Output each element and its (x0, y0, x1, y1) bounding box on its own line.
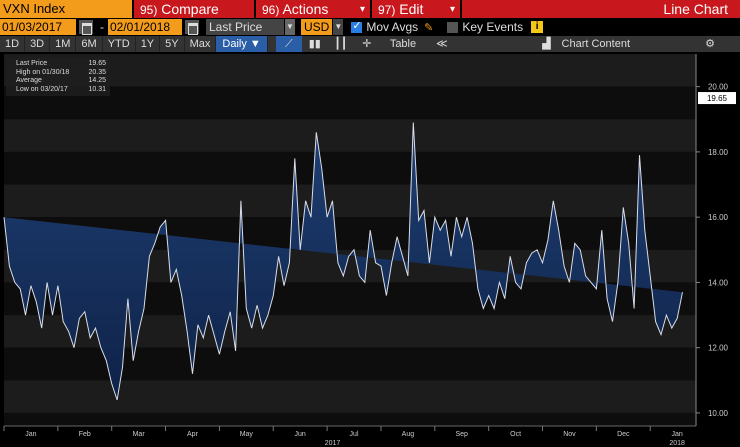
chart-band (4, 119, 696, 152)
legend-label: Average (16, 77, 42, 84)
calendar-icon[interactable] (185, 20, 199, 35)
chart-band (4, 412, 696, 426)
y-tick-label: 20.00 (708, 83, 729, 92)
x-tick-label: Dec (617, 431, 630, 438)
last-price-badge (698, 92, 736, 105)
x-tick-label: Aug (402, 431, 415, 438)
ticker-text: VXN Index (3, 1, 66, 16)
y-tick-label: 12.00 (708, 344, 729, 353)
range-button-1y[interactable]: 1Y (136, 36, 161, 52)
x-tick-label: Oct (510, 431, 521, 438)
field-dropdown-icon[interactable]: ▼ (285, 19, 295, 35)
table-button[interactable]: Table (389, 38, 417, 50)
legend-row: High on 01/30/18 20.35 (10, 69, 106, 78)
range-toolbar: 1D 3D 1M 6M YTD 1Y 5Y Max Daily ▼ ⟋ ▮▮ ┃┃ ✛ Tab… (0, 36, 740, 52)
chart-band (4, 380, 696, 413)
date-separator: - (100, 20, 104, 34)
legend-value: 19.65 (88, 60, 106, 67)
chart-band (4, 151, 696, 185)
candlestick-icon[interactable]: ┃┃ (334, 38, 348, 50)
edit-label: Edit (399, 1, 424, 17)
range-button-1d[interactable]: 1D (0, 36, 26, 52)
price-line (3, 122, 683, 401)
legend-value: 14.25 (88, 77, 106, 84)
actions-label: Actions (282, 1, 329, 17)
actions-button[interactable]: 96) Actions ▾ (256, 0, 370, 18)
currency-select[interactable]: USD (301, 19, 333, 35)
mov-avgs-label: Mov Avgs (366, 20, 419, 34)
x-tick-label: Sep (456, 431, 469, 438)
y-tick-label: 14.00 (708, 278, 729, 287)
legend-value: 20.35 (88, 68, 106, 76)
key-events-checkbox[interactable] (447, 21, 459, 33)
field-select[interactable]: Last Price (206, 19, 284, 35)
chart-content-icon[interactable]: ▟ (542, 38, 551, 50)
range-button-ytd[interactable]: YTD (103, 36, 136, 52)
top-toolbar: VXN Index 95) Compare 96) Actions ▾ 97) … (0, 0, 740, 18)
legend-value: 10.31 (88, 85, 106, 93)
x-tick-label: Mar (133, 431, 146, 438)
crosshair-icon[interactable]: ✛ (362, 38, 372, 50)
x-tick-label: Apr (187, 431, 199, 438)
bar-chart-icon[interactable]: ▮▮ (308, 38, 321, 50)
legend-label: Last Price (16, 60, 48, 67)
range-button-5y[interactable]: 5Y (160, 36, 185, 52)
key-events-label: Key Events (462, 20, 524, 34)
edit-button[interactable]: 97) Edit ▾ (372, 0, 460, 18)
settings-gear-icon[interactable]: ⚙ (705, 38, 715, 50)
chart-band (4, 184, 696, 218)
actions-shortcut: 96) (262, 3, 280, 17)
start-date-field[interactable]: 01/03/2017 (0, 19, 76, 35)
y-tick-label: 18.00 (708, 148, 729, 157)
chart-band (4, 54, 696, 87)
legend-row: Average 14.25 (10, 77, 106, 86)
chart-band (4, 86, 696, 120)
collapse-icon[interactable]: ≪ (436, 38, 448, 50)
range-button-3d[interactable]: 3D (25, 36, 51, 52)
range-button-max[interactable]: Max (185, 36, 217, 52)
date-controls: 01/03/2017 - 02/01/2018 Last Price ▼ USD… (0, 18, 740, 36)
legend-panel: Last Price 19.65 High on 01/30/18 20.35 Aver… (6, 58, 110, 96)
x-year-label: 2018 (669, 440, 685, 447)
compare-label: Compare (161, 1, 219, 17)
edit-shortcut: 97) (378, 3, 396, 17)
x-tick-label: Nov (563, 431, 576, 438)
actions-dropdown-icon: ▾ (359, 4, 365, 15)
x-tick-label: Feb (79, 431, 91, 438)
x-tick-label: Jun (295, 431, 306, 438)
line-chart: 10.00 12.00 14.00 16.00 18.00 20.00 Jan Feb Mar… (0, 52, 740, 447)
pencil-icon[interactable]: ✎ (424, 21, 434, 34)
x-tick-label: May (240, 431, 254, 438)
chart-content-button[interactable]: Chart Content (561, 38, 630, 50)
ticker-field[interactable]: VXN Index (0, 0, 132, 18)
line-chart-icon[interactable]: ⟋ (275, 36, 302, 52)
legend-label: High on 01/30/18 (16, 68, 70, 76)
y-tick-label: 16.00 (708, 213, 729, 222)
x-tick-label: Jul (350, 431, 359, 438)
mov-avgs-checkbox[interactable] (351, 19, 363, 33)
end-date-field[interactable]: 02/01/2018 (108, 19, 182, 35)
last-price-label: 19.65 (707, 94, 728, 103)
x-year-label: 2017 (325, 440, 341, 447)
legend-row: Low on 03/20/17 10.31 (10, 86, 106, 95)
price-area-fill (4, 122, 683, 400)
legend-label: Low on 03/20/17 (16, 85, 68, 93)
chart-type-title: Line Chart (462, 0, 740, 18)
edit-dropdown-icon: ▾ (449, 4, 455, 15)
compare-button[interactable]: 95) Compare (134, 0, 254, 18)
calendar-icon[interactable] (79, 20, 93, 35)
info-icon[interactable]: i (531, 21, 544, 33)
compare-shortcut: 95) (140, 3, 158, 17)
x-tick-label: Jan (25, 431, 36, 438)
frequency-select[interactable]: Daily ▼ (216, 36, 268, 52)
range-button-6m[interactable]: 6M (76, 36, 103, 52)
range-button-1m[interactable]: 1M (50, 36, 77, 52)
currency-dropdown-icon[interactable]: ▼ (333, 19, 344, 35)
legend-row: Last Price 19.65 (10, 60, 106, 69)
x-tick-label: Jan (672, 431, 683, 438)
y-tick-label: 10.00 (708, 409, 729, 418)
range-buttons: 1D 3D 1M 6M YTD 1Y 5Y Max (0, 36, 217, 52)
